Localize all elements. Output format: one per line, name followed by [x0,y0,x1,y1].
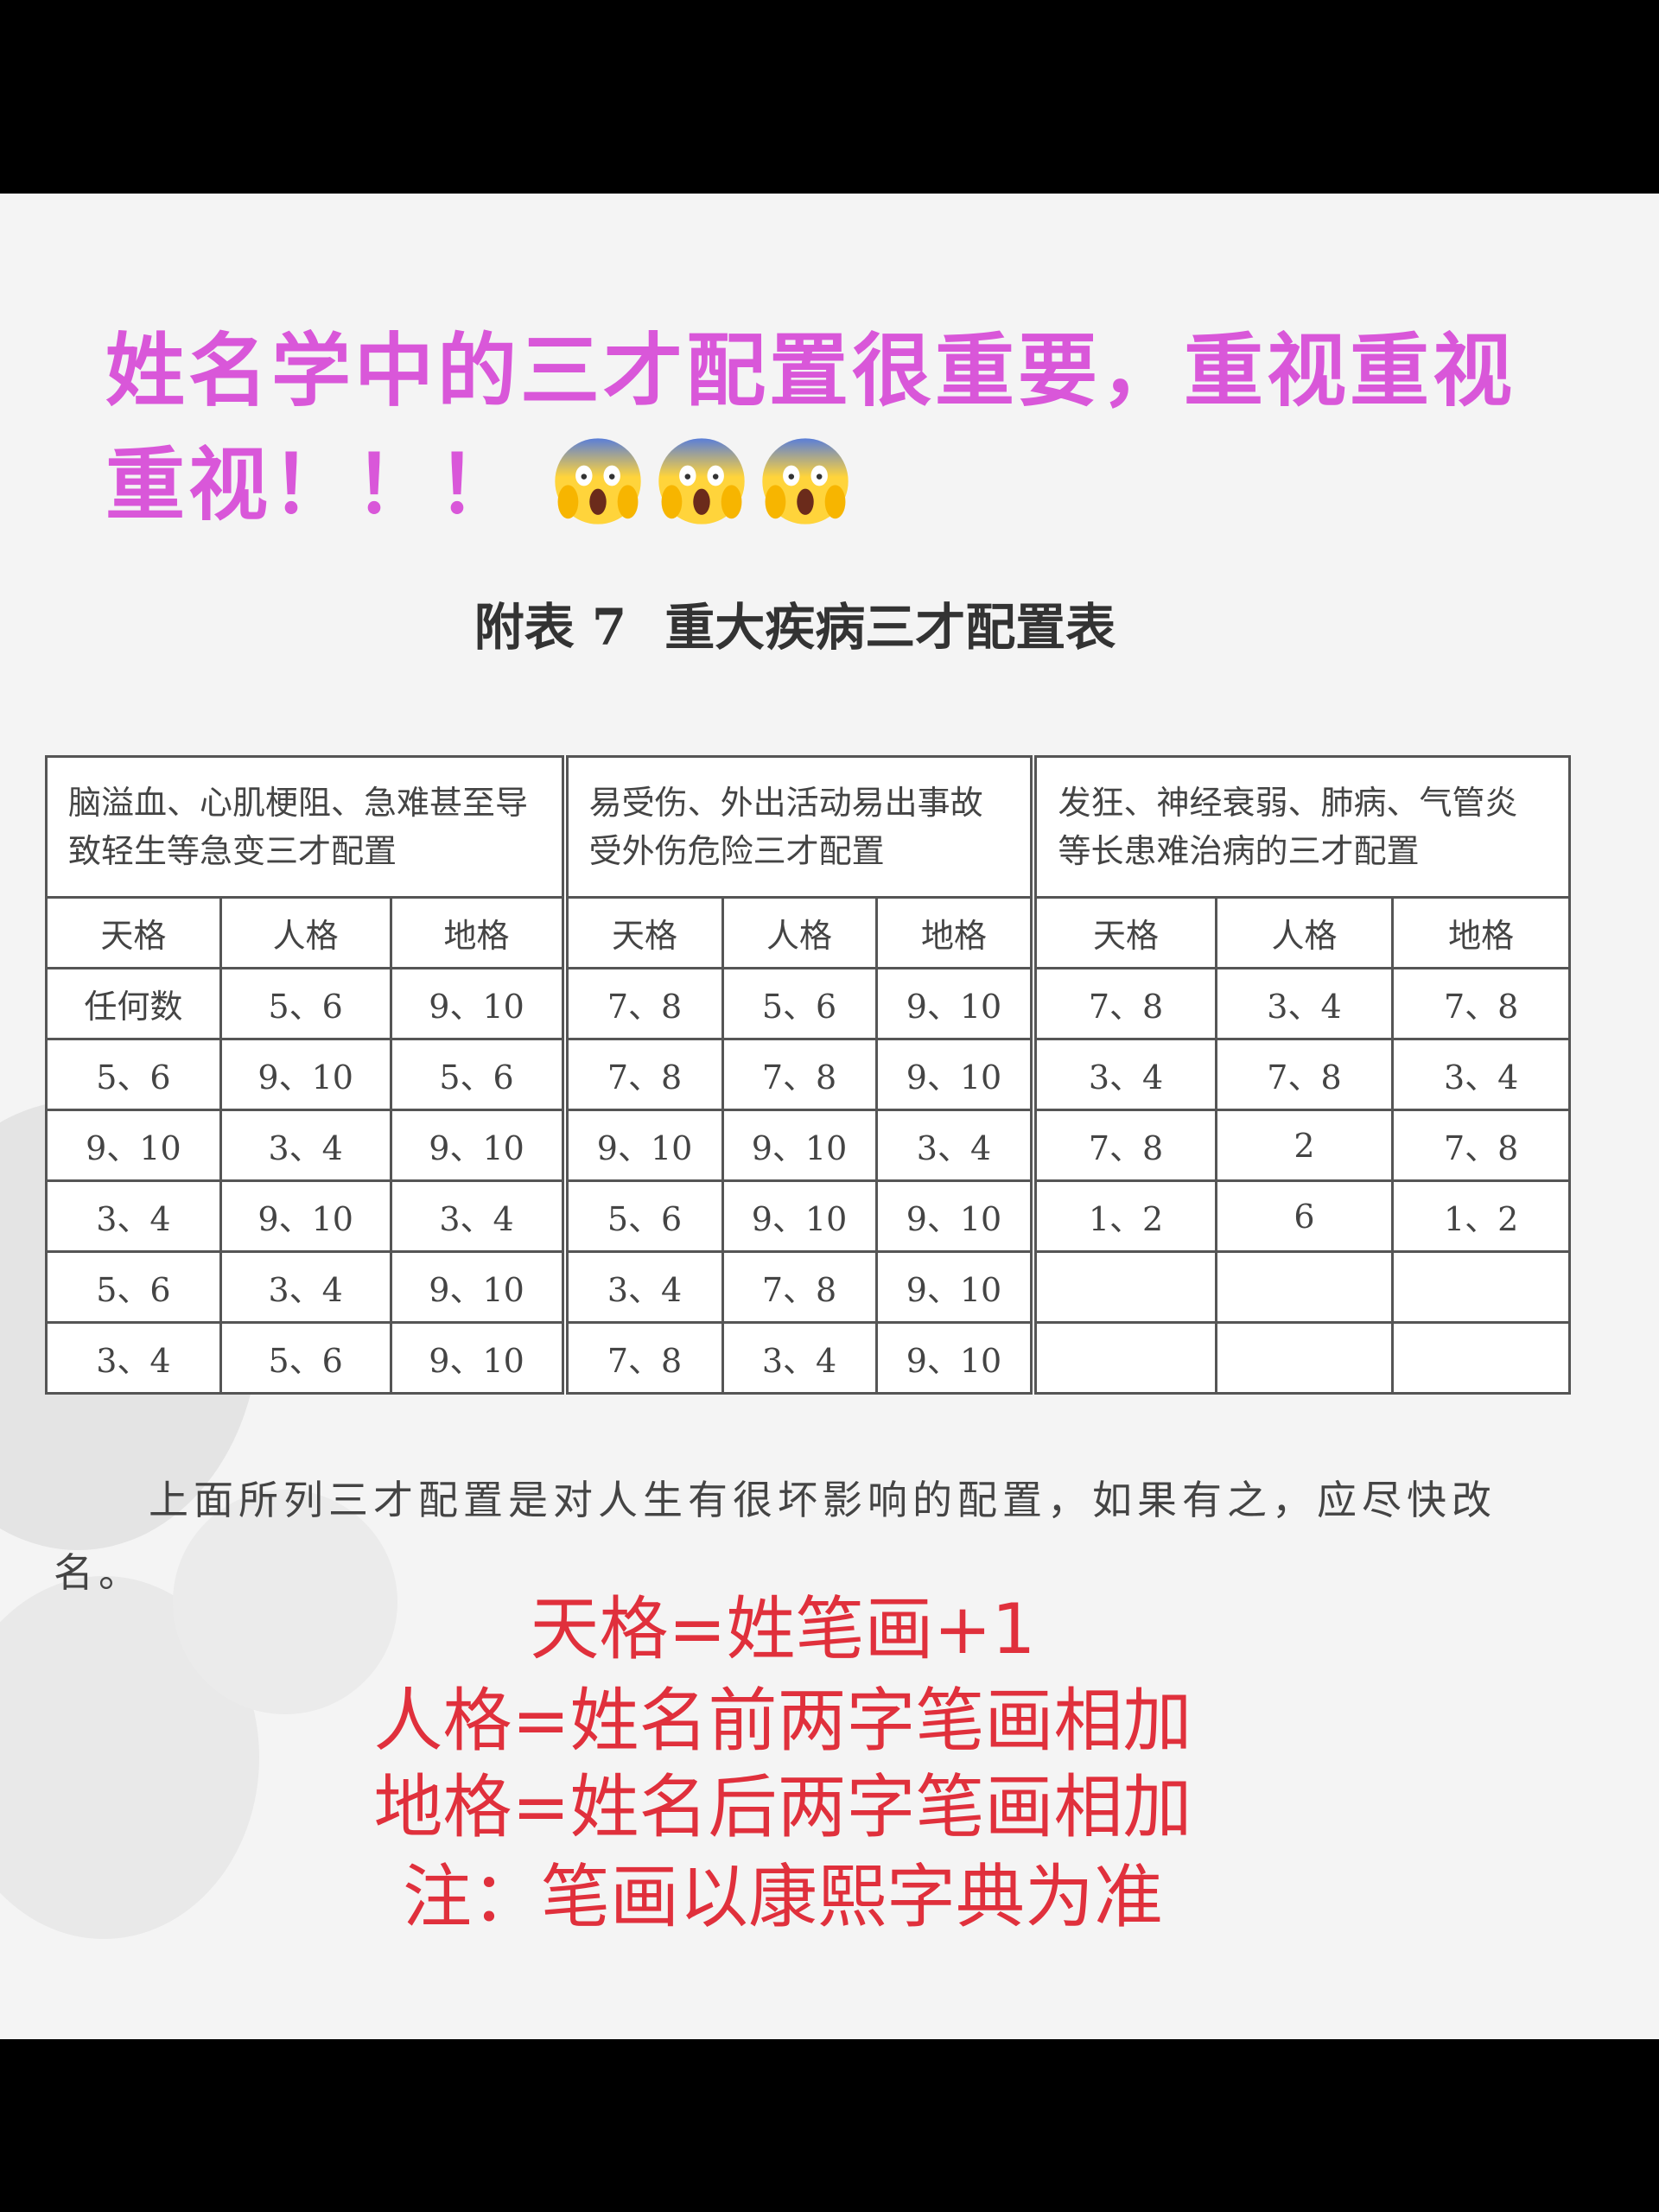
table-cell [1214,1321,1395,1395]
table-cell: 5、6 [721,967,878,1040]
group-title: 易受伤、外出活动易出事故受外伤危险三才配置 [561,755,1035,899]
table-cell: 9、10 [389,1109,567,1182]
table-cell: 7、8 [1214,1038,1395,1111]
column-header: 地格 [1391,896,1571,969]
table-cell: 3、4 [874,1109,1035,1182]
column-header: 天格 [561,896,724,969]
table-cell: 5、6 [219,1321,392,1395]
screaming-face-icon [658,438,745,524]
table-cell [1030,1250,1217,1324]
table-row: 9、10 3、4 9、10 9、10 9、10 3、4 7、8 2 7、8 [45,1109,1571,1182]
table-cell: 3、4 [1030,1038,1217,1111]
table-cell: 9、10 [561,1109,724,1182]
table-cell [1030,1321,1217,1395]
table-row: 5、6 9、10 5、6 7、8 7、8 9、10 3、4 7、8 3、4 [45,1038,1571,1111]
table-cell: 5、6 [561,1179,724,1253]
table-cell: 7、8 [721,1038,878,1111]
table-cell: 9、10 [389,1321,567,1395]
table-cell: 9、10 [389,967,567,1040]
table-cell: 9、10 [219,1179,392,1253]
table-cell: 7、8 [1391,1109,1571,1182]
table-cell: 7、8 [1391,967,1571,1040]
table-cell: 6 [1214,1179,1395,1253]
table-cell: 7、8 [721,1250,878,1324]
group-title-row: 脑溢血、心肌梗阻、急难甚至导致轻生等急变三才配置 易受伤、外出活动易出事故受外伤危… [44,755,1572,899]
table-cell: 5、6 [219,967,392,1040]
table-row: 3、4 9、10 3、4 5、6 9、10 9、10 1、2 6 1、2 [45,1179,1571,1253]
column-header: 人格 [219,896,392,969]
caption-label: 附表 7 [474,598,627,657]
screaming-face-icon [762,438,849,524]
table-cell: 3、4 [1391,1038,1571,1111]
table-cell: 9、10 [874,1038,1035,1111]
table-row: 5、6 3、4 9、10 3、4 7、8 9、10 [45,1250,1571,1324]
table-cell: 1、2 [1030,1179,1217,1253]
table-cell: 5、6 [45,1038,222,1111]
column-header: 天格 [45,896,222,969]
table-cell: 3、4 [219,1250,392,1324]
group-title: 发狂、神经衰弱、肺病、气管炎等长患难治病的三才配置 [1030,755,1572,899]
table-cell: 3、4 [219,1109,392,1182]
column-header: 人格 [1214,896,1395,969]
table-row: 3、4 5、6 9、10 7、8 3、4 9、10 [45,1321,1571,1395]
table-cell: 9、10 [721,1109,878,1182]
headline-text: 姓名学中的三才配置很重要，重视重视重视！！！ [105,325,1516,531]
table-cell [1391,1250,1571,1324]
table-cell: 9、10 [874,1321,1035,1395]
table-cell: 5、6 [45,1250,222,1324]
table-cell: 7、8 [561,1321,724,1395]
table-cell: 7、8 [561,967,724,1040]
table-cell: 9、10 [874,967,1035,1040]
table-cell: 3、4 [561,1250,724,1324]
table-cell: 9、10 [389,1250,567,1324]
table-cell: 7、8 [561,1038,724,1111]
table-cell: 任何数 [45,967,222,1040]
table-cell: 7、8 [1030,967,1217,1040]
table-cell: 3、4 [389,1179,567,1253]
headline: 姓名学中的三才配置很重要，重视重视重视！！！ [105,315,1574,543]
table-row: 任何数 5、6 9、10 7、8 5、6 9、10 7、8 3、4 7、8 [45,967,1571,1040]
table-cell: 5、6 [389,1038,567,1111]
table-cell [1214,1250,1395,1324]
screaming-face-icon [555,438,641,524]
column-header: 地格 [389,896,567,969]
note-dige: 地格=姓名后两字笔画相加 [373,1767,1192,1847]
table-cell: 2 [1214,1109,1395,1182]
table-cell: 3、4 [1214,967,1395,1040]
table-cell: 3、4 [45,1321,222,1395]
table-cell [1391,1321,1571,1395]
table-caption: 附表 7 重大疾病三才配置表 [0,587,1659,659]
book-page: 姓名学中的三才配置很重要，重视重视重视！！！ 附表 7 重大疾病三才配置表 脑溢血… [0,194,1659,2039]
table-cell: 9、10 [219,1038,392,1111]
table-cell: 9、10 [45,1109,222,1182]
note-tiange: 天格=姓笔画+1 [530,1589,1036,1669]
column-header: 地格 [874,896,1035,969]
table-cell: 9、10 [874,1179,1035,1253]
table-cell: 3、4 [721,1321,878,1395]
note-renge: 人格=姓名前两字笔画相加 [373,1681,1192,1761]
paragraph: 上面所列三才配置是对人生有很坏影响的配置，如果有之，应尽快改名。 [54,1477,1497,1596]
table-cell: 3、4 [45,1179,222,1253]
sancai-table: 脑溢血、心肌梗阻、急难甚至导致轻生等急变三才配置 易受伤、外出活动易出事故受外伤危… [44,755,1572,1395]
table-cell: 9、10 [874,1250,1035,1324]
column-header: 人格 [721,896,878,969]
caption-text: 重大疾病三才配置表 [664,598,1116,657]
header-row: 天格 人格 地格 天格 人格 地格 天格 人格 地格 [45,896,1571,969]
table-cell: 1、2 [1391,1179,1571,1253]
note-kangxi: 注：笔画以康熙字典为准 [403,1857,1163,1937]
table-cell: 9、10 [721,1179,878,1253]
group-title: 脑溢血、心肌梗阻、急难甚至导致轻生等急变三才配置 [44,755,567,899]
column-header: 天格 [1030,896,1217,969]
table-cell: 7、8 [1030,1109,1217,1182]
